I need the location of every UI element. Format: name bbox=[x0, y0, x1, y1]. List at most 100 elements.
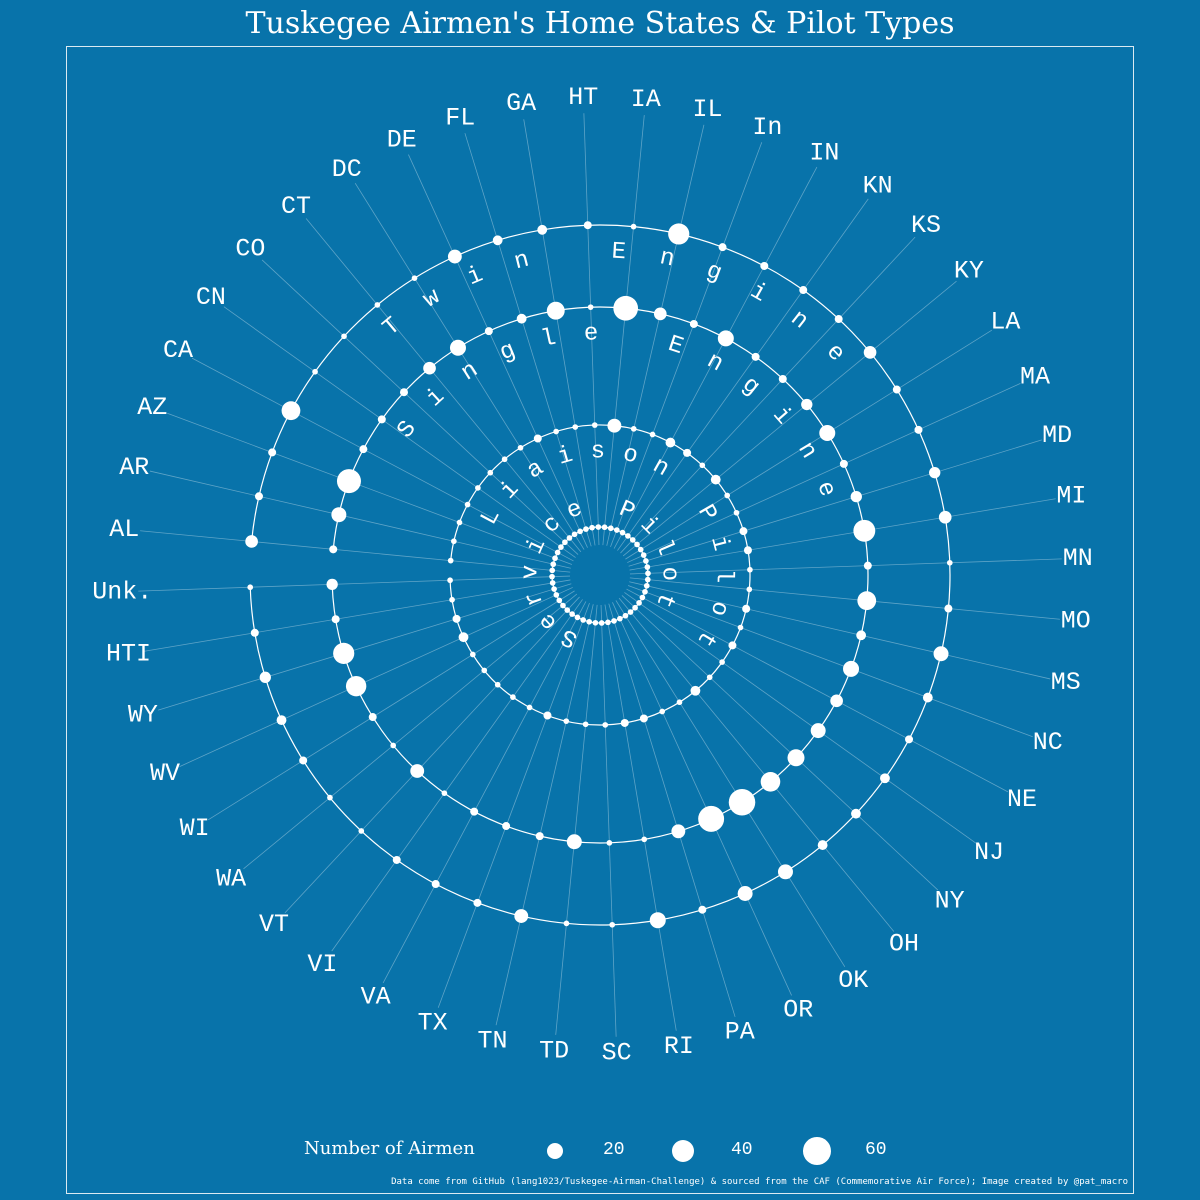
bubble-TN bbox=[586, 618, 593, 625]
spoke-GA bbox=[523, 119, 596, 546]
bubble-KN bbox=[799, 286, 808, 295]
bubble-CN bbox=[558, 544, 564, 550]
state-label-OR: OR bbox=[783, 996, 813, 1025]
bubble-OR bbox=[698, 805, 725, 832]
bubble-WA bbox=[390, 742, 397, 749]
bubble-KS bbox=[834, 315, 843, 324]
bubble-Unk. bbox=[247, 584, 254, 591]
state-label-IA: IA bbox=[631, 85, 661, 114]
bubble-DE bbox=[577, 528, 583, 535]
state-label-WI: WI bbox=[180, 814, 210, 843]
legend-value-medium: 40 bbox=[731, 1140, 753, 1160]
bubble-Unk. bbox=[549, 573, 555, 580]
state-label-DE: DE bbox=[387, 126, 417, 155]
bubble-DE bbox=[533, 434, 542, 443]
bubble-PA bbox=[671, 824, 686, 839]
bubble-NE bbox=[830, 694, 843, 708]
bubble-DC bbox=[411, 275, 418, 282]
bubble-MI bbox=[743, 546, 752, 555]
spoke-OK bbox=[615, 600, 846, 968]
spoke-CT bbox=[305, 218, 582, 553]
bubble-IN bbox=[619, 529, 626, 536]
bubble-NC bbox=[642, 588, 648, 595]
bubble-MS bbox=[742, 604, 751, 613]
ring-label-char: n bbox=[791, 438, 822, 464]
legend-value-large: 60 bbox=[865, 1140, 887, 1160]
state-label-NE: NE bbox=[1007, 785, 1037, 814]
bubble-MO bbox=[746, 586, 753, 593]
bubble-WY bbox=[452, 614, 461, 623]
bubble-TN bbox=[535, 832, 544, 841]
bubble-KS bbox=[778, 374, 787, 383]
bubble-NY bbox=[706, 674, 713, 681]
bubble-NJ bbox=[719, 659, 725, 665]
legend-bubble-small bbox=[546, 1142, 564, 1160]
bubble-SC bbox=[606, 840, 613, 846]
bubble-VT bbox=[358, 828, 365, 834]
bubble-Unk. bbox=[326, 578, 338, 591]
spoke-HTI bbox=[144, 579, 571, 652]
spoke-lines bbox=[138, 113, 1062, 1037]
bubble-VA bbox=[470, 807, 479, 816]
ring-label-char: w bbox=[419, 283, 446, 314]
state-label-TN: TN bbox=[477, 1026, 507, 1055]
bubble-IN bbox=[717, 330, 734, 347]
spoke-NC bbox=[627, 585, 1033, 738]
state-label-AL: AL bbox=[109, 515, 139, 544]
spoke-NE bbox=[626, 588, 1009, 793]
spoke-PA bbox=[608, 603, 736, 1017]
bubble-VI bbox=[569, 611, 575, 617]
bubble-RI bbox=[641, 836, 648, 843]
bubble-OK bbox=[728, 789, 756, 816]
ring-label-char: g bbox=[496, 337, 520, 367]
bubble-VT bbox=[494, 681, 501, 688]
spoke-AL bbox=[140, 530, 571, 573]
ring-label-char: L bbox=[476, 504, 507, 529]
bubble-TD bbox=[566, 834, 582, 850]
bubble-HTI bbox=[549, 580, 556, 586]
bubble-KN bbox=[625, 533, 631, 539]
state-label-RI: RI bbox=[664, 1032, 694, 1061]
spoke-VI bbox=[331, 599, 583, 952]
state-label-FL: FL bbox=[445, 103, 475, 132]
bubble-HTI bbox=[331, 615, 340, 624]
ring-label-char: o bbox=[620, 441, 641, 471]
state-label-WY: WY bbox=[128, 700, 158, 729]
ring-label-char: o bbox=[656, 566, 683, 581]
ring-label-char: E bbox=[665, 331, 687, 361]
bubble-IA bbox=[630, 223, 637, 230]
ring-label-char: i bbox=[767, 402, 797, 431]
bubble-IL bbox=[630, 426, 637, 432]
bubble-MO bbox=[857, 591, 877, 611]
ring-single-engine bbox=[331, 306, 869, 844]
bubble-IN bbox=[760, 261, 769, 270]
state-label-HT: HT bbox=[568, 83, 598, 112]
bubble-MI bbox=[644, 564, 651, 570]
ring-label-char: l bbox=[710, 569, 737, 584]
bubble-MD bbox=[643, 558, 649, 564]
bubble-FL bbox=[492, 235, 503, 246]
bubble-OK bbox=[777, 864, 793, 880]
ring-label-char: i bbox=[555, 442, 576, 472]
legend-title: Number of Airmen bbox=[304, 1138, 475, 1159]
bubble-WI bbox=[556, 597, 563, 604]
bubble-KS bbox=[629, 537, 636, 543]
bubble-WA bbox=[560, 602, 566, 609]
ring-twin-engine bbox=[249, 224, 951, 926]
state-label-In: In bbox=[752, 113, 782, 142]
bubble-IL bbox=[607, 525, 614, 532]
ring-label-char: P bbox=[615, 496, 639, 526]
ring-label-char: t bbox=[649, 588, 679, 611]
bubble-WY bbox=[259, 671, 271, 683]
state-label-CN: CN bbox=[196, 283, 226, 312]
spoke-VA bbox=[382, 601, 587, 984]
spoke-MO bbox=[629, 577, 1060, 620]
bubble-OK bbox=[622, 612, 629, 619]
bubble-CA bbox=[359, 445, 368, 454]
ring-label-char: S bbox=[557, 622, 582, 653]
bubble-OH bbox=[817, 840, 828, 850]
bubble-CO bbox=[487, 469, 494, 476]
ring-label-char: n bbox=[457, 357, 484, 388]
ring-label-char: i bbox=[704, 533, 734, 554]
spoke-LA bbox=[625, 329, 993, 560]
